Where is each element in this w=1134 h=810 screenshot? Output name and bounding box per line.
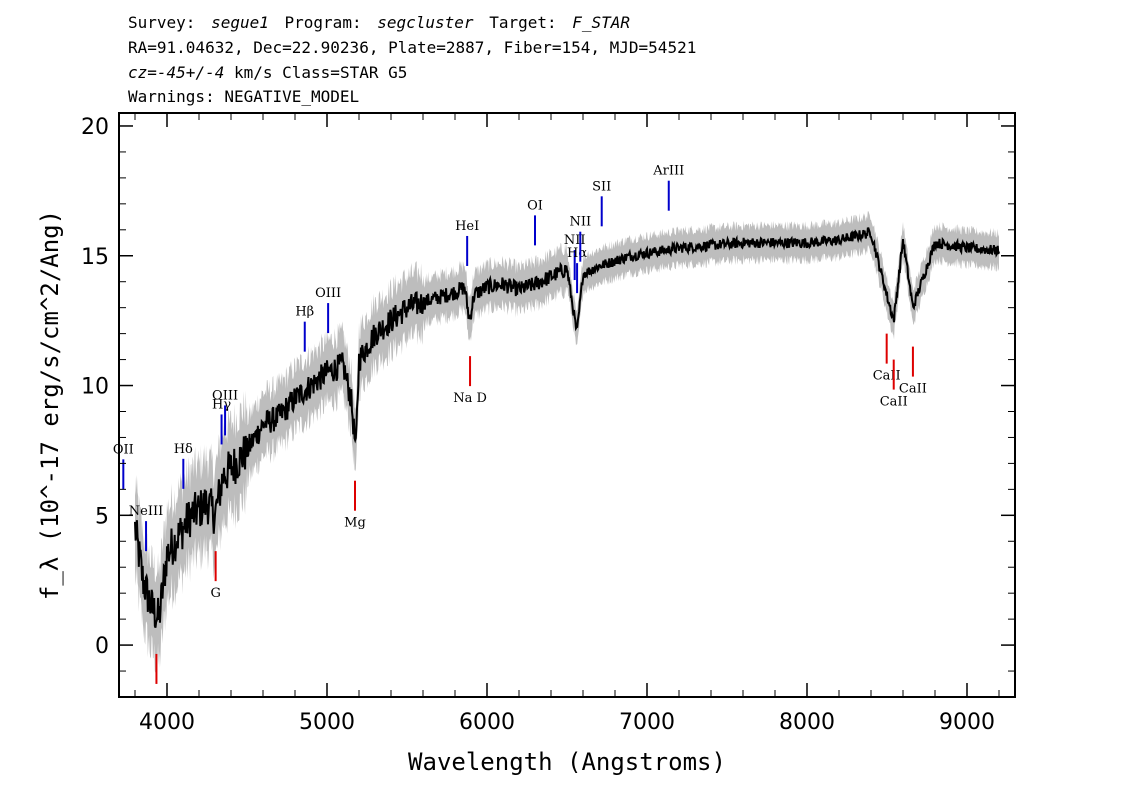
y-axis-title-group: f_λ (10^-17 erg/s/cm^2/Ang) — [36, 210, 64, 600]
emission-line-label: OII — [113, 442, 134, 457]
y-tick-label: 5 — [95, 504, 109, 529]
x-tick-label: 7000 — [619, 710, 675, 735]
x-tick-label: 6000 — [459, 710, 515, 735]
y-tick-label: 20 — [81, 115, 109, 140]
emission-line-label: NeIII — [129, 504, 163, 519]
emission-line-label: SII — [592, 179, 611, 194]
cz-label: cz= — [128, 63, 157, 82]
spectral-lines-layer: OIINeIIIHδHγOIIIHβOIIIHeIOINIIHαNIISIIAr… — [113, 164, 927, 684]
program-label: Program: — [285, 13, 362, 32]
y-tick-label: 0 — [95, 634, 109, 659]
header-line3: cz=-45+/-4 km/s Class=STAR G5 — [128, 63, 407, 82]
absorption-line-label: CaII — [880, 395, 908, 410]
x-axis-title: Wavelength (Angstroms) — [408, 748, 726, 776]
emission-line-label: Hα — [567, 246, 587, 261]
flux-layer — [134, 227, 1000, 628]
x-tick-label: 8000 — [779, 710, 835, 735]
absorption-line-label: Na D — [453, 391, 487, 406]
target-value: F_STAR — [572, 13, 630, 32]
y-axis-title: f_λ (10^-17 erg/s/cm^2/Ang) — [36, 210, 64, 600]
survey-label: Survey: — [128, 13, 195, 32]
x-tick-label: 9000 — [939, 710, 995, 735]
absorption-line-label: CaII — [899, 382, 927, 397]
absorption-line-label: CaII — [873, 369, 901, 384]
x-tick-label: 4000 — [139, 710, 195, 735]
emission-line-label: HeI — [455, 219, 479, 234]
emission-line-label: OIII — [315, 286, 341, 301]
cz-value: -45+/-4 — [157, 63, 224, 82]
emission-line-label: OI — [527, 198, 543, 213]
error-band — [135, 211, 999, 673]
x-tick-label: 5000 — [299, 710, 355, 735]
header-line4: Warnings: NEGATIVE_MODEL — [128, 87, 359, 106]
y-tick-label: 15 — [81, 245, 109, 270]
axis-ticks-layer: 4000 5000 6000 7000 8000 9000 0 5 10 15 20 — [81, 113, 1015, 735]
emission-line-label: Hγ — [212, 397, 231, 412]
header-line1: Survey: segue1 Program: segcluster Targe… — [128, 13, 630, 32]
y-tick-label: 10 — [81, 375, 109, 400]
error-band-layer — [135, 211, 999, 673]
emission-line-label: ArIII — [652, 164, 684, 179]
absorption-line-label: G — [210, 586, 220, 601]
emission-line-label: Hδ — [174, 442, 193, 457]
emission-line-label: OIII — [212, 388, 238, 403]
flux-line — [134, 227, 1000, 628]
plot-frame — [118, 112, 1016, 698]
target-label: Target: — [489, 13, 556, 32]
header-line3-rest: km/s Class=STAR G5 — [224, 63, 407, 82]
program-value: segcluster — [377, 13, 474, 32]
plot-frame-layer — [118, 112, 1016, 698]
emission-line-label: NII — [569, 215, 591, 230]
survey-value: segue1 — [211, 13, 269, 32]
emission-line-label: Hβ — [295, 305, 314, 320]
header-line2: RA=91.04632, Dec=22.90236, Plate=2887, F… — [128, 38, 696, 57]
absorption-line-label: Mg — [344, 516, 366, 531]
